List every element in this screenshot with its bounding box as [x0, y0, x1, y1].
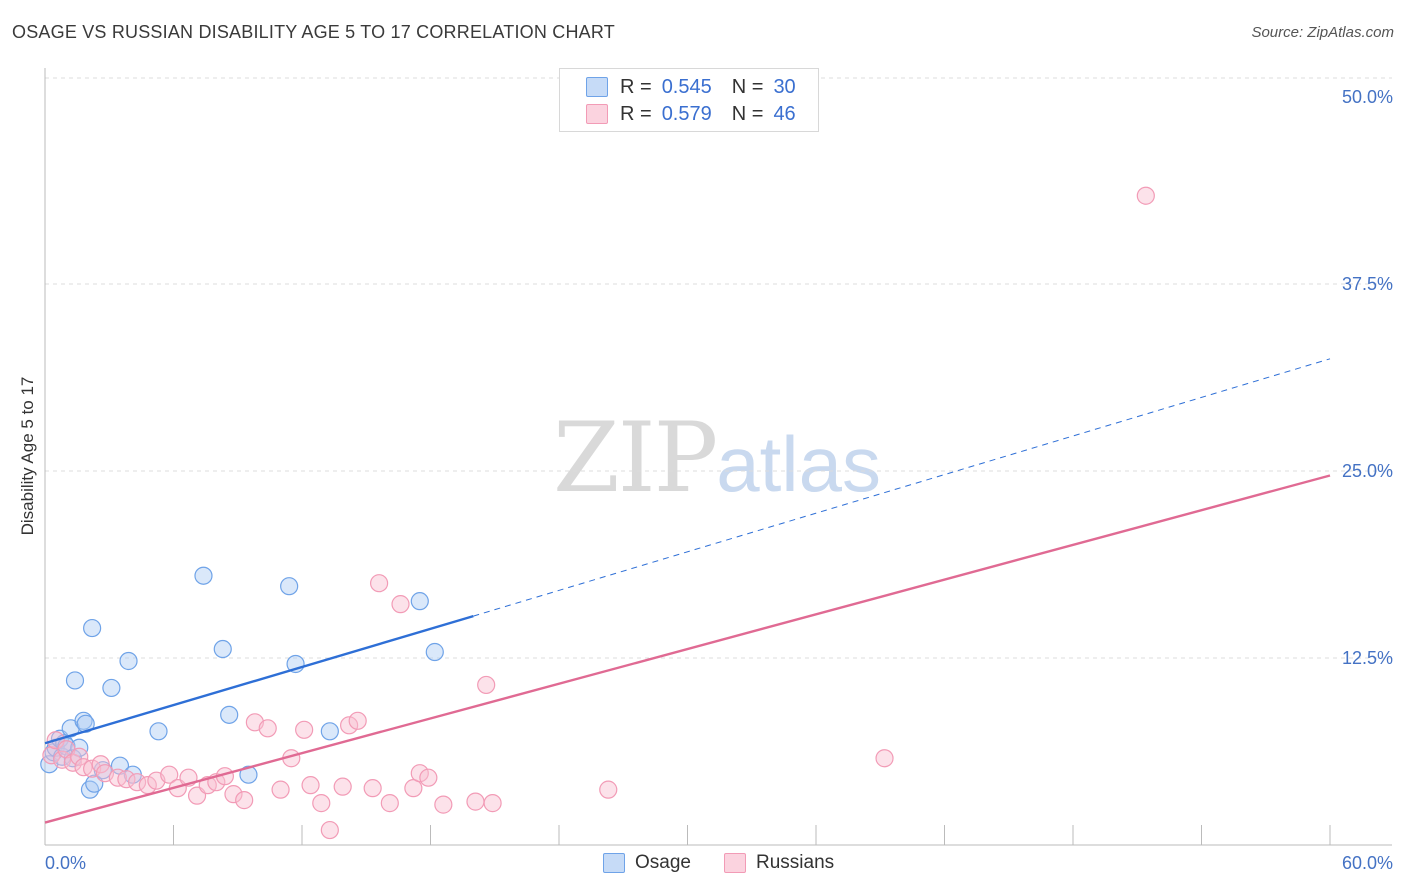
point-osage [425, 642, 444, 662]
y-tick-label: 25.0% [1342, 461, 1393, 481]
point-russians [258, 719, 277, 738]
point-russians [312, 794, 331, 813]
point-osage [149, 722, 168, 741]
point-russians [320, 820, 339, 840]
point-russians [295, 720, 314, 739]
point-osage [102, 678, 121, 698]
watermark-zip: ZIP [553, 402, 718, 514]
legend-r-value: 0.545 [661, 75, 712, 98]
point-russians [53, 750, 72, 769]
point-russians [410, 764, 429, 783]
y-tick-label: 12.5% [1342, 648, 1393, 668]
legend-row-osage: R = 0.545 N = 30 [586, 75, 796, 99]
series-swatch-russians [724, 853, 746, 873]
point-russians [477, 675, 496, 695]
chart-source: Source: ZipAtlas.com [1251, 24, 1394, 41]
point-osage [410, 592, 429, 611]
point-osage [320, 722, 339, 741]
point-russians [70, 747, 89, 766]
point-russians [370, 574, 389, 593]
legend-n-label: N = [731, 102, 764, 125]
point-russians [117, 770, 136, 789]
point-russians [875, 749, 894, 768]
point-russians [271, 780, 290, 799]
point-russians [160, 765, 179, 784]
legend-swatch-osage [586, 77, 608, 97]
series-swatch-osage [603, 853, 625, 873]
trend-line-russians [44, 474, 1331, 824]
point-russians [333, 777, 352, 796]
y-tick-label: 50.0% [1342, 87, 1393, 107]
legend-r-value: 0.579 [661, 102, 712, 125]
point-russians [391, 595, 410, 614]
legend-swatch-russians [586, 104, 608, 124]
point-russians [348, 711, 367, 730]
watermark: ZIPatlas [553, 402, 881, 514]
correlation-legend: R = 0.545 N = 30 R = 0.579 N = 46 [559, 68, 819, 132]
point-russians [301, 776, 320, 795]
legend-r-label: R = [620, 75, 652, 98]
y-tick-label: 37.5% [1342, 274, 1393, 294]
point-osage [65, 671, 85, 690]
point-russians [483, 794, 502, 813]
point-russians [599, 780, 618, 799]
trend-line-osage [44, 614, 474, 745]
data-points [40, 186, 1155, 840]
x-tick-label: 60.0% [1342, 853, 1393, 873]
point-osage [74, 711, 93, 730]
grid-lines [45, 77, 1392, 659]
watermark-atlas: atlas [716, 420, 881, 508]
axes [44, 68, 1392, 846]
point-osage [280, 577, 299, 596]
point-osage [194, 566, 213, 585]
legend-n-label: N = [731, 75, 764, 98]
series-legend: Osage Russians [0, 852, 1406, 878]
point-russians [466, 792, 485, 811]
legend-n-value: 30 [773, 75, 796, 98]
point-osage [83, 618, 102, 638]
trend-lines [44, 358, 1331, 824]
point-russians [127, 773, 147, 792]
x-tick-label: 0.0% [45, 853, 86, 873]
point-russians [91, 755, 110, 774]
point-russians [434, 795, 453, 814]
point-russians [1136, 186, 1155, 205]
point-russians [224, 785, 243, 804]
legend-r-label: R = [620, 102, 652, 125]
legend-row-russians: R = 0.579 N = 46 [586, 102, 796, 126]
trend-extension-osage [473, 358, 1331, 617]
chart-title: OSAGE VS RUSSIAN DISABILITY AGE 5 TO 17 … [12, 22, 615, 42]
y-axis-label: Disability Age 5 to 17 [18, 376, 37, 536]
point-osage [220, 705, 239, 724]
tick-labels: 12.5% 25.0% 37.5% 50.0% 0.0% 60.0% [45, 87, 1393, 873]
point-russians [380, 794, 399, 813]
point-russians [235, 791, 254, 810]
series-name-russians: Russians [756, 852, 835, 873]
point-osage [213, 639, 232, 659]
point-russians [404, 779, 423, 798]
series-legend-osage: Osage [603, 852, 691, 874]
point-osage [119, 651, 138, 671]
point-russians [340, 716, 359, 735]
series-name-osage: Osage [635, 852, 691, 873]
point-osage [239, 765, 258, 784]
point-russians [363, 779, 382, 798]
point-russians [419, 768, 438, 787]
legend-n-value: 46 [773, 102, 796, 125]
series-legend-russians: Russians [724, 852, 834, 874]
